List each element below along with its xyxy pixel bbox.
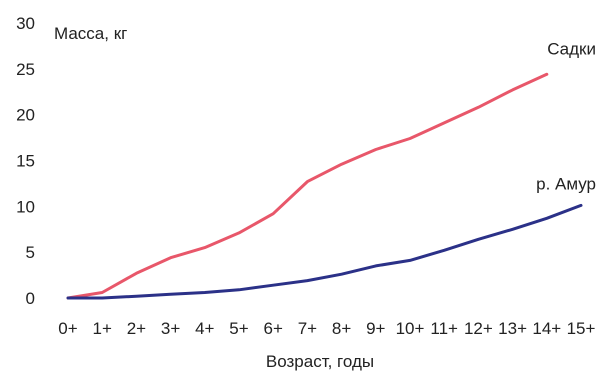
series-labels: Садки р. Амур	[536, 39, 596, 193]
x-tick-label: 9+	[366, 319, 385, 338]
x-tick-label: 7+	[298, 319, 317, 338]
x-tick-labels: 0+ 1+ 2+ 3+ 4+ 5+ 6+ 7+ 8+ 9+ 10+ 11+ 12+ 13+ 14+ 15+	[58, 319, 595, 338]
y-tick-label: 0	[26, 289, 35, 308]
x-tick-label: 2+	[127, 319, 146, 338]
y-tick-label: 5	[26, 243, 35, 262]
y-tick-label: 20	[16, 106, 35, 125]
x-tick-label: 11+	[430, 319, 458, 338]
x-axis-label: Возраст, годы	[266, 352, 374, 371]
x-tick-label: 13+	[498, 319, 527, 338]
x-tick-label: 1+	[93, 319, 112, 338]
x-tick-label: 10+	[396, 319, 425, 338]
x-tick-label: 15+	[567, 319, 596, 338]
x-tick-label: 4+	[195, 319, 214, 338]
x-tick-label: 6+	[264, 319, 283, 338]
series-lines	[66, 72, 583, 300]
y-tick-labels: 0 5 10 15 20 25 30	[16, 14, 35, 308]
y-tick-label: 10	[16, 197, 35, 216]
series-line	[66, 203, 583, 300]
x-tick-label: 3+	[161, 319, 180, 338]
x-tick-label: 12+	[464, 319, 493, 338]
y-tick-label: 25	[16, 60, 35, 79]
x-tick-label: 14+	[532, 319, 561, 338]
series-label: р. Амур	[536, 174, 596, 193]
y-tick-label: 15	[16, 152, 35, 171]
x-tick-label: 5+	[229, 319, 248, 338]
x-tick-label: 0+	[58, 319, 77, 338]
series-line	[66, 72, 549, 300]
y-axis-label: Масса, кг	[54, 24, 127, 43]
x-tick-label: 8+	[332, 319, 351, 338]
series-label: Садки	[547, 39, 596, 58]
y-tick-label: 30	[16, 14, 35, 33]
